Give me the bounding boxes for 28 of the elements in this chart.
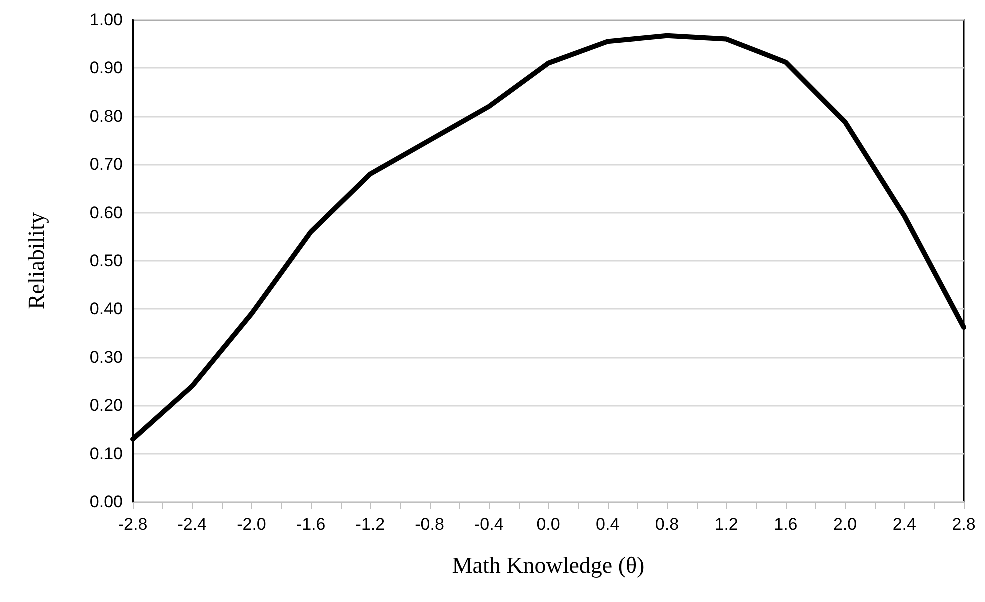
x-tick-label: -2.0 — [237, 515, 266, 534]
y-tick-label: 0.80 — [90, 106, 123, 126]
y-tick-label: 0.50 — [90, 252, 123, 270]
x-tick-label: 0.8 — [655, 515, 680, 534]
x-tick-label: -2.4 — [178, 515, 208, 534]
x-tick-label: 1.6 — [774, 515, 798, 534]
x-tick-label: -0.4 — [474, 515, 504, 534]
x-tick-label: 1.2 — [714, 515, 738, 534]
y-tick-label: 0.00 — [90, 492, 123, 512]
y-tick-label: 0.10 — [90, 444, 123, 464]
x-tick-label: -1.2 — [356, 515, 386, 534]
x-tick-label: 2.4 — [892, 515, 916, 534]
y-tick-label: 0.90 — [90, 58, 123, 78]
x-tick-label: 2.8 — [952, 515, 976, 534]
y-tick-label: 0.70 — [90, 155, 123, 174]
x-tick-label: 0.4 — [596, 515, 620, 534]
y-tick-label: 0.20 — [90, 396, 123, 416]
x-tick-label: 0.0 — [536, 515, 560, 534]
y-tick-label: 0.30 — [90, 348, 123, 367]
x-axis-title: Math Knowledge (θ) — [452, 553, 645, 578]
y-tick-label: 0.60 — [90, 203, 123, 222]
x-tick-label: -2.8 — [118, 515, 148, 534]
y-tick-label: 0.40 — [90, 300, 123, 319]
x-tick-label: -1.6 — [296, 515, 326, 534]
x-tick-label: -0.8 — [415, 515, 444, 534]
y-axis-title: Reliability — [24, 212, 49, 310]
x-tick-label: 2.0 — [833, 515, 858, 534]
y-tick-label: 1.00 — [90, 10, 123, 30]
